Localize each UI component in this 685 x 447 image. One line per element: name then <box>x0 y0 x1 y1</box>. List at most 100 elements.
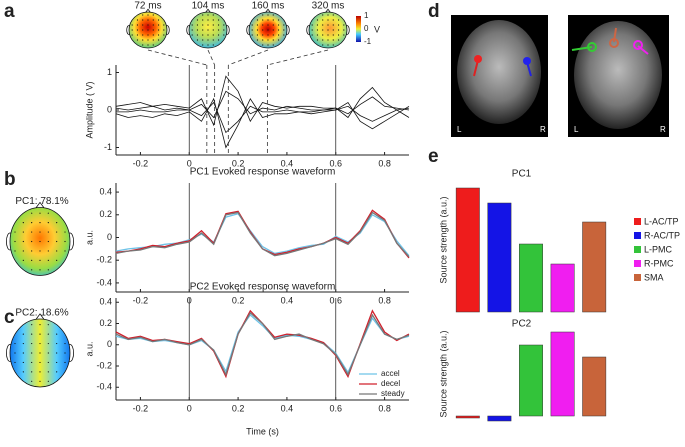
electrode <box>31 352 33 354</box>
x-tick-label: 0.6 <box>329 158 342 168</box>
electrode <box>31 231 33 233</box>
electrode <box>142 44 144 46</box>
electrode <box>47 222 49 224</box>
panel-label: d <box>428 1 440 22</box>
electrode <box>267 24 269 26</box>
electrode <box>267 29 269 31</box>
electrode <box>147 44 149 46</box>
electrode <box>267 19 269 21</box>
electrode <box>163 34 165 36</box>
electrode <box>262 14 264 16</box>
y-tick-label: -0.4 <box>96 277 112 287</box>
electrode <box>22 342 24 345</box>
electrode <box>147 24 149 26</box>
electrode <box>272 44 274 46</box>
orientation-label: L <box>457 125 462 134</box>
electrode <box>316 19 319 21</box>
y-axis-label: Source strength (a.u.) <box>438 196 448 283</box>
electrode <box>272 34 274 36</box>
electrode <box>56 333 58 335</box>
electrode <box>332 19 334 21</box>
bar <box>455 415 480 419</box>
dipole <box>474 55 482 63</box>
electrode <box>152 44 154 46</box>
x-tick-label: 0 <box>187 403 192 413</box>
legend-swatch <box>634 218 641 225</box>
electrode <box>39 361 41 364</box>
y-axis-label: a.u. <box>84 230 94 245</box>
electrode <box>14 361 16 364</box>
electrode <box>31 380 33 382</box>
brain-slice <box>574 21 662 129</box>
electrode <box>147 14 149 16</box>
y-tick-label: -0.2 <box>96 255 112 265</box>
legend-label: decel <box>381 379 400 388</box>
electrode <box>47 352 49 354</box>
electrode <box>196 19 199 21</box>
electrode <box>31 371 33 373</box>
electrode <box>217 34 220 36</box>
electrode <box>316 39 319 41</box>
legend-label: steady <box>381 389 405 398</box>
electrode <box>22 250 24 252</box>
electrode <box>31 222 33 224</box>
electrode <box>64 240 66 243</box>
chart-title: PC1 <box>512 169 532 180</box>
electrode <box>212 34 214 36</box>
electrode <box>332 34 334 36</box>
electrode <box>207 39 209 41</box>
topomap-connector <box>207 49 216 66</box>
bar <box>550 263 575 313</box>
electrode <box>332 24 334 26</box>
electrode <box>332 14 334 16</box>
orientation-label: R <box>540 125 546 134</box>
electrode <box>142 39 144 41</box>
electrode <box>14 231 16 233</box>
electrode <box>31 269 33 271</box>
topomap-label: 72 ms <box>134 1 161 12</box>
electrode <box>212 39 214 41</box>
electrode <box>316 29 319 31</box>
electrode <box>202 24 204 26</box>
series-line <box>116 101 410 134</box>
electrode <box>136 39 139 41</box>
electrode <box>322 14 324 16</box>
electrode <box>64 342 66 345</box>
y-axis-label: Source strength (a.u.) <box>438 330 448 417</box>
x-tick-label: -0.2 <box>133 295 149 305</box>
electrode <box>47 269 49 271</box>
topomap-nose <box>35 201 45 209</box>
electrode <box>262 39 264 41</box>
electrode <box>267 34 269 36</box>
dipole <box>523 57 531 65</box>
brain-slice <box>457 20 541 124</box>
electrode <box>343 24 345 26</box>
electrode <box>256 39 259 41</box>
electrode <box>152 19 154 21</box>
electrode <box>256 29 259 31</box>
electrode <box>39 269 41 271</box>
topomap-label: 320 ms <box>312 1 345 12</box>
electrode <box>202 19 204 21</box>
topomap-connector <box>228 49 269 66</box>
electrode <box>14 342 16 345</box>
y-axis-label: a.u. <box>84 341 94 356</box>
legend-label: R-PMC <box>644 258 674 268</box>
electrode <box>152 14 154 16</box>
electrode <box>267 14 269 16</box>
electrode <box>31 342 33 345</box>
electrode <box>39 352 41 354</box>
electrode <box>251 29 253 31</box>
electrode <box>39 240 41 243</box>
electrode <box>22 231 24 233</box>
electrode <box>56 361 58 364</box>
electrode <box>56 231 58 233</box>
electrode <box>322 34 324 36</box>
legend-swatch <box>634 274 641 281</box>
x-tick-label: 0.2 <box>232 403 245 413</box>
electrode <box>311 29 313 31</box>
electrode <box>152 29 154 31</box>
electrode <box>157 19 160 21</box>
electrode <box>131 29 133 31</box>
electrode <box>256 34 259 36</box>
